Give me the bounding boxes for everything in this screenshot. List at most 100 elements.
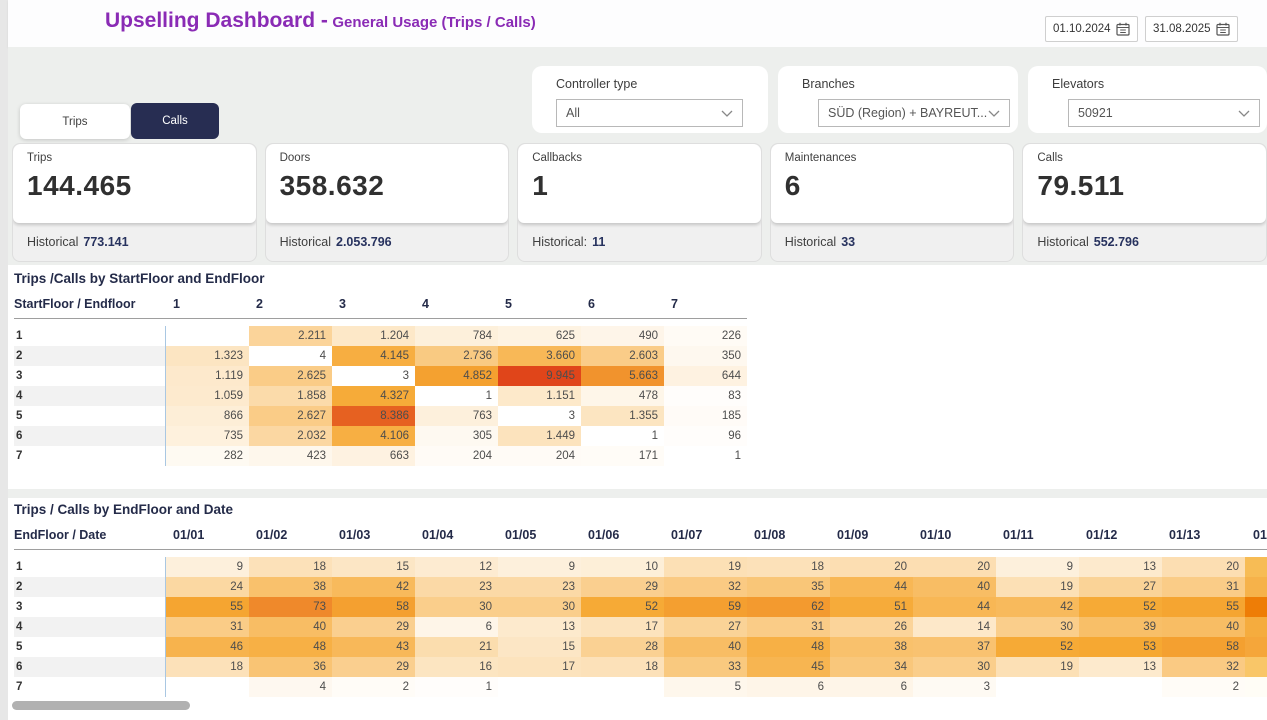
heatmap-cell[interactable] bbox=[581, 677, 664, 697]
heatmap-cell[interactable]: 2.736 bbox=[415, 346, 498, 366]
heatmap-cell[interactable]: 4.106 bbox=[332, 426, 415, 446]
matrix-column-header-clipped[interactable]: 01/ bbox=[1253, 528, 1267, 542]
heatmap-cell-clipped[interactable] bbox=[1245, 617, 1267, 637]
heatmap-cell[interactable]: 19 bbox=[996, 657, 1079, 677]
matrix-column-header[interactable]: 3 bbox=[339, 297, 346, 311]
heatmap-cell[interactable]: 43 bbox=[332, 637, 415, 657]
heatmap-cell[interactable]: 2.603 bbox=[581, 346, 664, 366]
heatmap-cell[interactable] bbox=[498, 677, 581, 697]
heatmap-cell[interactable] bbox=[1079, 677, 1162, 697]
heatmap-cell[interactable]: 52 bbox=[1079, 597, 1162, 617]
heatmap-cell[interactable]: 23 bbox=[415, 577, 498, 597]
heatmap-cell[interactable]: 1.858 bbox=[249, 386, 332, 406]
heatmap-cell[interactable]: 14 bbox=[913, 617, 996, 637]
heatmap-cell-clipped[interactable] bbox=[1245, 637, 1267, 657]
heatmap-cell[interactable]: 58 bbox=[332, 597, 415, 617]
heatmap-cell[interactable]: 55 bbox=[166, 597, 249, 617]
matrix-row-header[interactable]: 1 bbox=[14, 326, 166, 346]
heatmap-cell[interactable]: 40 bbox=[913, 577, 996, 597]
heatmap-cell[interactable]: 6 bbox=[415, 617, 498, 637]
matrix-column-header[interactable]: 01/09 bbox=[837, 528, 869, 542]
heatmap-cell[interactable]: 58 bbox=[1162, 637, 1245, 657]
heatmap-cell[interactable]: 96 bbox=[664, 426, 747, 446]
heatmap-cell[interactable]: 20 bbox=[913, 557, 996, 577]
heatmap-cell[interactable]: 1.323 bbox=[166, 346, 249, 366]
heatmap-cell[interactable]: 9 bbox=[996, 557, 1079, 577]
heatmap-cell[interactable]: 1 bbox=[581, 426, 664, 446]
heatmap-cell[interactable]: 19 bbox=[996, 577, 1079, 597]
heatmap-cell[interactable]: 30 bbox=[913, 657, 996, 677]
heatmap-cell[interactable]: 27 bbox=[664, 617, 747, 637]
heatmap-cell[interactable]: 18 bbox=[581, 657, 664, 677]
heatmap-cell[interactable]: 26 bbox=[830, 617, 913, 637]
matrix-row-header[interactable]: 5 bbox=[14, 406, 166, 426]
heatmap-cell[interactable]: 4 bbox=[249, 677, 332, 697]
heatmap-cell[interactable]: 3 bbox=[913, 677, 996, 697]
heatmap-cell[interactable]: 45 bbox=[747, 657, 830, 677]
heatmap-cell-clipped[interactable] bbox=[1245, 597, 1267, 617]
heatmap-cell[interactable]: 52 bbox=[581, 597, 664, 617]
heatmap-cell[interactable]: 1.119 bbox=[166, 366, 249, 386]
heatmap-cell[interactable]: 625 bbox=[498, 326, 581, 346]
heatmap-cell[interactable]: 9 bbox=[498, 557, 581, 577]
heatmap-cell[interactable]: 171 bbox=[581, 446, 664, 466]
heatmap-cell[interactable] bbox=[996, 677, 1079, 697]
heatmap-cell[interactable]: 16 bbox=[415, 657, 498, 677]
heatmap-cell[interactable]: 18 bbox=[166, 657, 249, 677]
heatmap-cell[interactable]: 34 bbox=[830, 657, 913, 677]
heatmap-cell[interactable]: 62 bbox=[747, 597, 830, 617]
heatmap-cell[interactable] bbox=[166, 326, 249, 346]
heatmap-cell[interactable]: 1.355 bbox=[581, 406, 664, 426]
heatmap-cell[interactable]: 2.032 bbox=[249, 426, 332, 446]
heatmap-cell[interactable]: 32 bbox=[664, 577, 747, 597]
heatmap-cell[interactable]: 20 bbox=[1162, 557, 1245, 577]
heatmap-cell[interactable]: 51 bbox=[830, 597, 913, 617]
calls-toggle-button[interactable]: Calls bbox=[131, 103, 219, 139]
heatmap-cell[interactable]: 44 bbox=[913, 597, 996, 617]
matrix-column-header[interactable]: 01/10 bbox=[920, 528, 952, 542]
matrix-column-header[interactable]: 2 bbox=[256, 297, 263, 311]
heatmap-cell[interactable]: 42 bbox=[332, 577, 415, 597]
heatmap-cell[interactable]: 1 bbox=[415, 677, 498, 697]
heatmap-cell[interactable]: 40 bbox=[249, 617, 332, 637]
heatmap-cell[interactable]: 48 bbox=[747, 637, 830, 657]
matrix-column-header[interactable]: 1 bbox=[173, 297, 180, 311]
heatmap-cell[interactable]: 350 bbox=[664, 346, 747, 366]
heatmap-cell[interactable]: 31 bbox=[1162, 577, 1245, 597]
heatmap-cell[interactable]: 37 bbox=[913, 637, 996, 657]
heatmap-cell[interactable]: 42 bbox=[996, 597, 1079, 617]
heatmap-cell[interactable]: 29 bbox=[332, 657, 415, 677]
heatmap-cell[interactable]: 3 bbox=[498, 406, 581, 426]
heatmap-cell[interactable]: 3.660 bbox=[498, 346, 581, 366]
heatmap-cell[interactable]: 10 bbox=[581, 557, 664, 577]
matrix-row-header[interactable]: 2 bbox=[14, 577, 166, 597]
heatmap-cell[interactable]: 763 bbox=[415, 406, 498, 426]
heatmap-cell[interactable]: 13 bbox=[1079, 657, 1162, 677]
heatmap-cell[interactable] bbox=[166, 677, 249, 697]
heatmap-cell[interactable]: 36 bbox=[249, 657, 332, 677]
heatmap-cell[interactable]: 663 bbox=[332, 446, 415, 466]
heatmap-cell[interactable]: 226 bbox=[664, 326, 747, 346]
heatmap-cell[interactable]: 784 bbox=[415, 326, 498, 346]
heatmap-cell[interactable]: 44 bbox=[830, 577, 913, 597]
matrix-column-header[interactable]: 6 bbox=[588, 297, 595, 311]
matrix-column-header[interactable]: 01/05 bbox=[505, 528, 537, 542]
heatmap-cell[interactable]: 39 bbox=[1079, 617, 1162, 637]
heatmap-cell[interactable]: 33 bbox=[664, 657, 747, 677]
trips-toggle-button[interactable]: Trips bbox=[20, 104, 130, 139]
heatmap-cell[interactable]: 478 bbox=[581, 386, 664, 406]
heatmap-cell[interactable]: 13 bbox=[1079, 557, 1162, 577]
heatmap-cell[interactable]: 40 bbox=[664, 637, 747, 657]
heatmap-cell[interactable]: 4.327 bbox=[332, 386, 415, 406]
heatmap-cell-clipped[interactable] bbox=[1245, 677, 1267, 697]
heatmap-cell[interactable]: 6 bbox=[747, 677, 830, 697]
heatmap-cell[interactable]: 53 bbox=[1079, 637, 1162, 657]
heatmap-cell[interactable]: 38 bbox=[249, 577, 332, 597]
heatmap-cell[interactable]: 735 bbox=[166, 426, 249, 446]
heatmap-cell[interactable]: 4.145 bbox=[332, 346, 415, 366]
heatmap-cell[interactable]: 15 bbox=[332, 557, 415, 577]
heatmap-cell[interactable]: 20 bbox=[830, 557, 913, 577]
heatmap-cell[interactable]: 9 bbox=[166, 557, 249, 577]
heatmap-cell[interactable]: 19 bbox=[664, 557, 747, 577]
heatmap-cell[interactable]: 31 bbox=[166, 617, 249, 637]
